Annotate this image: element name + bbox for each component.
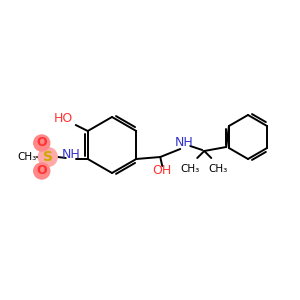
Text: S: S [43,150,53,164]
Text: CH₃: CH₃ [181,164,200,174]
Text: CH₃: CH₃ [17,152,36,162]
Text: O: O [36,164,47,178]
Text: CH₃: CH₃ [208,164,228,174]
Circle shape [34,135,50,151]
Text: NH: NH [175,136,194,149]
Text: HO: HO [54,112,74,125]
Text: OH: OH [153,164,172,178]
Circle shape [38,148,57,166]
Text: NH: NH [61,148,80,160]
Circle shape [34,163,50,179]
Text: O: O [36,136,47,149]
